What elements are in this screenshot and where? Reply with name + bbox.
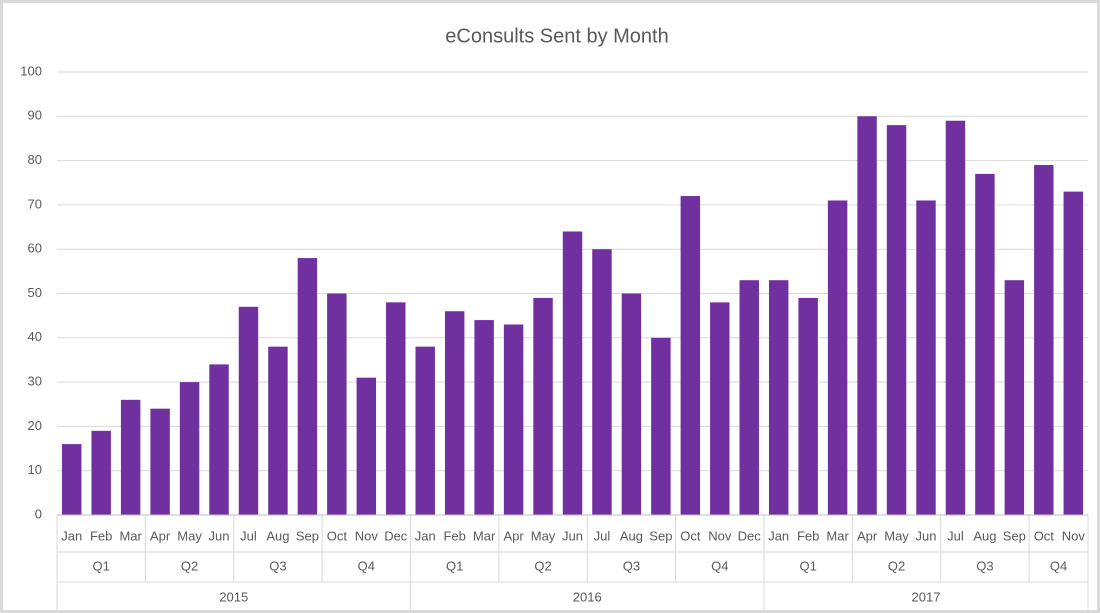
quarter-label: Q1 [93,558,110,573]
bar [533,297,553,515]
x-tick-label: Oct [1034,528,1055,543]
x-tick-label: Jun [916,528,937,543]
bar [415,346,435,515]
y-tick-label: 90 [28,108,42,123]
x-tick-label: Apr [150,528,171,543]
y-tick-label: 80 [28,152,42,167]
bar [179,382,200,515]
quarter-label: Q1 [446,558,463,573]
x-tick-label: Sep [649,528,672,543]
x-tick-label: Aug [620,528,643,543]
x-tick-label: Oct [327,528,348,543]
bar [945,120,966,515]
bar [621,293,642,515]
bar [739,280,759,515]
bar [444,311,465,515]
bar [62,444,82,515]
x-tick-label: Jan [768,528,789,543]
bar [798,297,818,515]
bar [297,258,318,515]
bar [651,337,671,515]
x-tick-label: Jan [415,528,436,543]
bar [1034,165,1054,515]
x-tick-label: Aug [266,528,289,543]
x-tick-label: Nov [708,528,732,543]
year-label: 2016 [573,589,602,604]
x-tick-label: May [531,528,556,543]
bar [680,196,701,516]
x-tick-label: Apr [857,528,878,543]
x-tick-label: Feb [90,528,112,543]
x-tick-label: Sep [1003,528,1026,543]
y-tick-label: 70 [28,196,42,211]
quarter-label: Q4 [358,558,375,573]
bar [592,249,612,515]
bar [857,116,877,516]
x-tick-label: Jul [594,528,611,543]
x-tick-label: Dec [738,528,762,543]
year-label: 2015 [219,589,248,604]
bar [268,346,288,515]
x-tick-label: Aug [973,528,996,543]
x-tick-label: May [884,528,909,543]
bar [386,302,406,515]
y-tick-label: 60 [28,241,42,256]
y-tick-label: 40 [28,329,42,344]
bar [827,200,848,515]
x-tick-label: Feb [443,528,465,543]
chart-title: eConsults Sent by Month [445,25,668,47]
bar [768,280,789,515]
year-label: 2017 [912,589,941,604]
y-tick-label: 100 [20,63,42,78]
x-tick-label: Nov [1062,528,1086,543]
bar [886,125,907,515]
x-tick-label: Dec [384,528,408,543]
quarter-label: Q3 [269,558,286,573]
y-tick-label: 50 [28,285,42,300]
quarter-label: Q1 [799,558,816,573]
x-tick-label: Oct [680,528,701,543]
bar [975,173,995,515]
x-tick-label: Jul [947,528,964,543]
quarter-label: Q2 [534,558,551,573]
quarter-label: Q2 [181,558,198,573]
x-tick-label: Jun [562,528,583,543]
y-tick-label: 30 [28,374,42,389]
bar [474,320,494,515]
quarter-label: Q3 [623,558,640,573]
quarter-label: Q4 [1050,558,1067,573]
x-tick-label: Sep [296,528,319,543]
bar [150,408,170,515]
x-tick-label: Mar [473,528,496,543]
bar [120,399,141,515]
x-tick-label: Mar [119,528,142,543]
bar [356,377,377,515]
bar [1004,280,1025,515]
x-tick-label: Feb [797,528,819,543]
y-tick-label: 0 [35,506,42,521]
bar [1063,191,1083,516]
bar [503,324,524,515]
x-tick-label: Nov [355,528,379,543]
y-tick-label: 10 [28,462,42,477]
bar [327,293,347,515]
quarter-label: Q2 [888,558,905,573]
x-tick-label: Jun [209,528,230,543]
bar [562,231,583,516]
x-tick-label: Jul [240,528,257,543]
x-tick-label: May [177,528,202,543]
bar [209,364,229,515]
quarter-label: Q4 [711,558,728,573]
bar [916,200,936,515]
x-tick-label: Mar [826,528,849,543]
y-tick-label: 20 [28,418,42,433]
bar [91,430,111,515]
bar [238,306,259,515]
x-tick-label: Apr [503,528,524,543]
bar [710,302,730,515]
quarter-label: Q3 [976,558,993,573]
x-tick-label: Jan [61,528,82,543]
